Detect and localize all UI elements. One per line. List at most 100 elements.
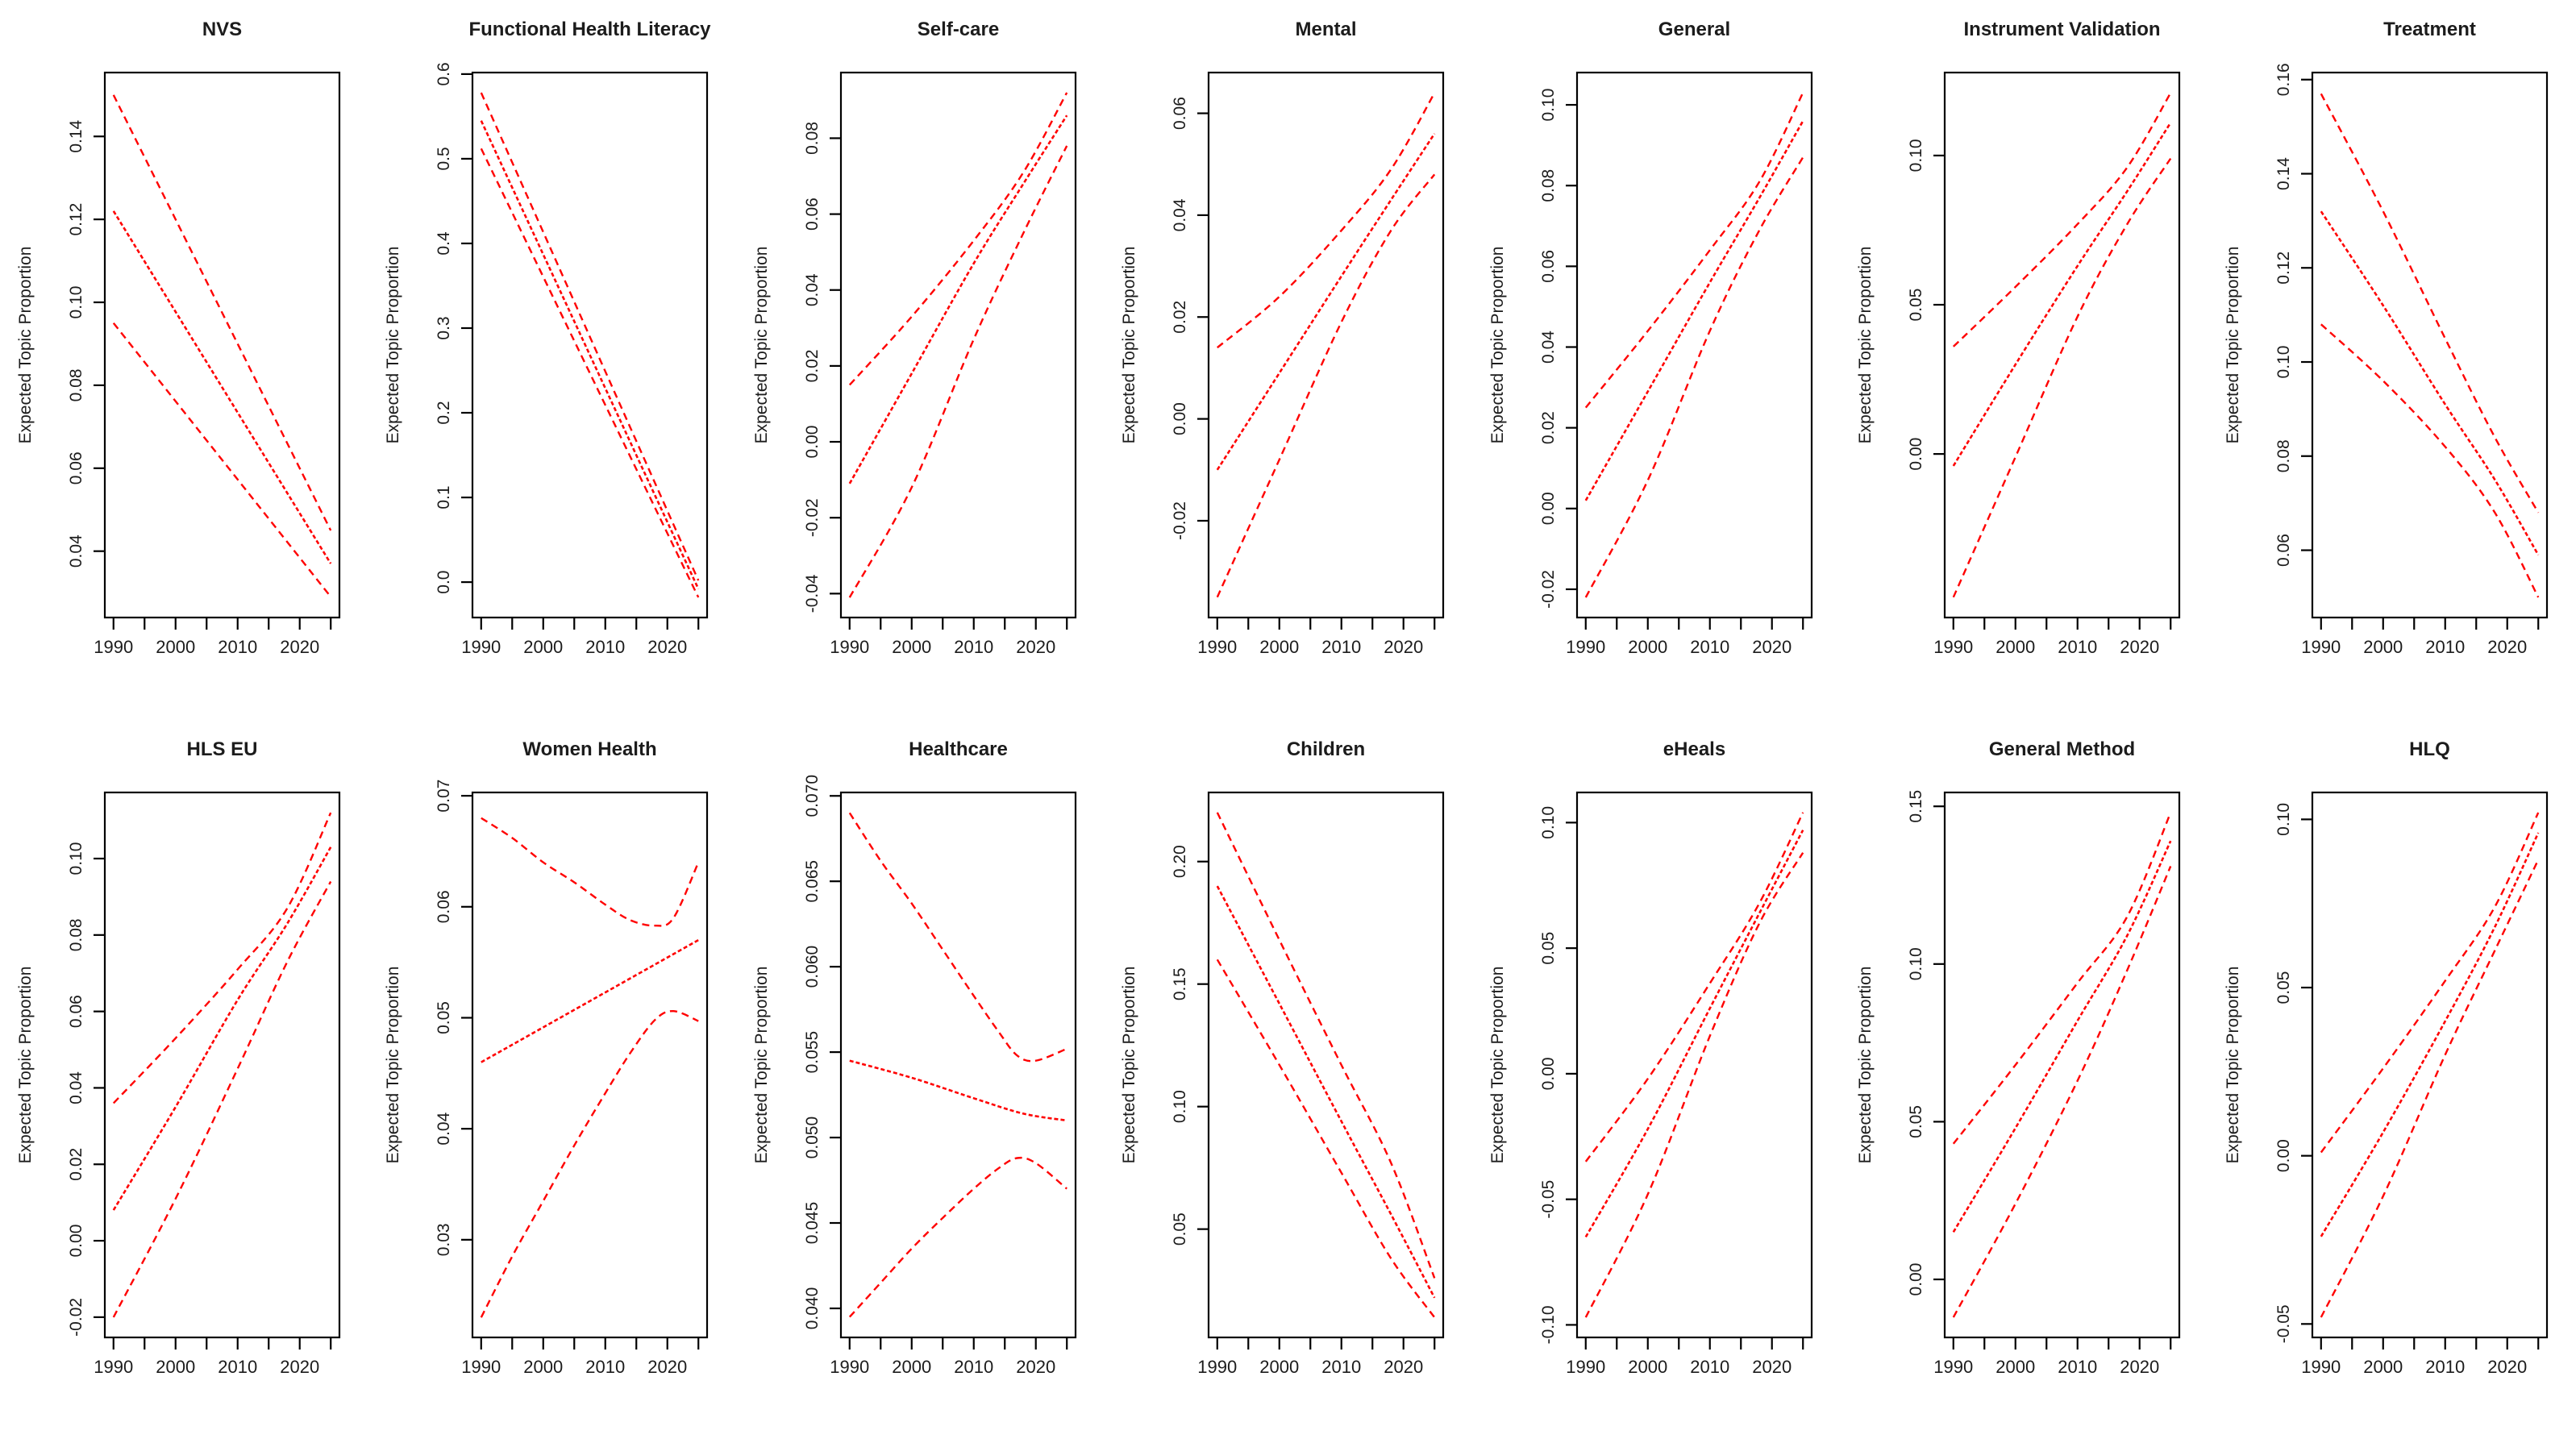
chart-panel-nvs: NVS Expected Topic Proportion 1990 2000 2010… bbox=[0, 0, 368, 720]
x-tick-label: 2020 bbox=[1752, 637, 1792, 657]
y-tick-label: -0.02 bbox=[1171, 501, 1189, 540]
y-axis-title: Expected Topic Proportion bbox=[384, 966, 402, 1163]
series-ci-lower-line bbox=[1216, 173, 1436, 598]
y-tick-label: 0.045 bbox=[803, 1201, 822, 1244]
x-tick-label: 2000 bbox=[2364, 637, 2403, 657]
series-estimate-line bbox=[481, 120, 700, 590]
chart-svg-hlq: HLQ Expected Topic Proportion 1990 2000 2010… bbox=[2224, 738, 2549, 1377]
x-tick-label: 2000 bbox=[1628, 637, 1667, 657]
y-tick-label: 0.10 bbox=[2274, 346, 2293, 379]
series-estimate-line bbox=[848, 114, 1068, 485]
x-tick-label: 2020 bbox=[2120, 637, 2159, 657]
x-tick-label: 2010 bbox=[586, 1357, 626, 1377]
y-axis-title: Expected Topic Proportion bbox=[384, 247, 402, 444]
y-tick-label: 0.04 bbox=[1539, 331, 1558, 364]
series-ci-upper-line bbox=[481, 817, 700, 927]
plot-box bbox=[2312, 71, 2549, 619]
chart-svg-hls-eu: HLS EU Expected Topic Proportion 1990 2000 2… bbox=[16, 738, 341, 1377]
x-tick-label: 2010 bbox=[218, 637, 257, 657]
y-tick-label: -0.04 bbox=[803, 574, 822, 613]
y-tick-label: 0.12 bbox=[67, 203, 85, 236]
chart-title: General Method bbox=[1989, 738, 2135, 760]
y-axis-title: Expected Topic Proportion bbox=[752, 966, 771, 1163]
y-axis-title: Expected Topic Proportion bbox=[2224, 247, 2242, 444]
x-tick-label: 2010 bbox=[954, 637, 993, 657]
chart-svg-instrument-validation: Instrument Validation Expected Topic Prop… bbox=[1856, 19, 2181, 657]
y-axis-title: Expected Topic Proportion bbox=[16, 247, 35, 444]
chart-title: Functional Health Literacy bbox=[469, 19, 712, 40]
y-tick-label: 0.10 bbox=[1171, 1090, 1189, 1123]
y-tick-label: -0.05 bbox=[2274, 1304, 2293, 1343]
x-tick-label: 1990 bbox=[2302, 1357, 2341, 1377]
chart-panel-hlq: HLQ Expected Topic Proportion 1990 2000 2010… bbox=[2208, 720, 2575, 1439]
plot-box bbox=[1943, 71, 2181, 619]
series-estimate-line bbox=[112, 846, 332, 1211]
y-tick-label: 0.5 bbox=[435, 147, 453, 170]
series-ci-upper-line bbox=[1217, 92, 1436, 349]
series-ci-lower-line bbox=[848, 145, 1068, 598]
series-ci-upper-line bbox=[1584, 811, 1804, 1162]
x-tick-label: 2000 bbox=[892, 1357, 931, 1377]
series-ci-upper-line bbox=[1952, 812, 2172, 1145]
chart-svg-treatment: Treatment Expected Topic Proportion 1990 20… bbox=[2224, 19, 2549, 657]
series-ci-upper-line bbox=[848, 92, 1068, 386]
y-tick-label: 0.06 bbox=[435, 890, 453, 923]
chart-svg-children: Children Expected Topic Proportion 1990 200… bbox=[1120, 738, 1445, 1377]
y-tick-label: 0.10 bbox=[67, 286, 85, 319]
series-estimate-line bbox=[481, 938, 700, 1063]
series-ci-upper-line bbox=[112, 812, 332, 1104]
chart-panel-general: General Expected Topic Proportion 1990 2000… bbox=[1472, 0, 1840, 720]
y-tick-label: 0.08 bbox=[1539, 169, 1558, 202]
x-tick-label: 2020 bbox=[1752, 1357, 1792, 1377]
plot-box bbox=[2312, 791, 2549, 1338]
x-tick-label: 2000 bbox=[1628, 1357, 1667, 1377]
y-tick-label: 0.065 bbox=[803, 859, 822, 902]
chart-svg-self-care: Self-care Expected Topic Proportion 1990 20… bbox=[752, 19, 1076, 657]
chart-title: NVS bbox=[202, 19, 242, 40]
x-tick-label: 2010 bbox=[1321, 637, 1361, 657]
y-tick-label: 0.07 bbox=[435, 779, 453, 812]
y-tick-label: 0.06 bbox=[1171, 97, 1189, 130]
series-ci-lower-line bbox=[1584, 156, 1804, 598]
y-tick-label: 0.06 bbox=[67, 451, 85, 485]
chart-panel-general-method: General Method Expected Topic Proportion 1… bbox=[1840, 720, 2208, 1439]
y-tick-label: 0.05 bbox=[1539, 931, 1558, 964]
plot-box bbox=[1208, 791, 1445, 1338]
y-tick-label: 0.15 bbox=[1907, 789, 1925, 822]
chart-svg-healthcare: Healthcare Expected Topic Proportion 1990 2… bbox=[752, 738, 1076, 1377]
y-tick-label: 0.00 bbox=[1539, 492, 1558, 525]
y-tick-label: 0.05 bbox=[435, 1001, 453, 1034]
chart-svg-nvs: NVS Expected Topic Proportion 1990 2000 2010… bbox=[16, 19, 341, 657]
y-tick-label: 0.0 bbox=[435, 570, 453, 593]
chart-title: Children bbox=[1287, 738, 1365, 760]
y-tick-label: 0.10 bbox=[67, 842, 85, 875]
x-tick-label: 2010 bbox=[954, 1357, 993, 1377]
y-tick-label: 0.03 bbox=[435, 1223, 453, 1256]
x-tick-label: 2020 bbox=[280, 1357, 319, 1377]
x-tick-label: 1990 bbox=[462, 637, 501, 657]
plot-box bbox=[1943, 791, 2181, 1338]
chart-title: Treatment bbox=[2383, 19, 2476, 40]
series-ci-lower-line bbox=[1584, 851, 1804, 1318]
y-tick-label: 0.00 bbox=[67, 1224, 85, 1257]
x-tick-label: 2000 bbox=[1995, 1357, 2035, 1377]
x-tick-label: 2000 bbox=[892, 637, 931, 657]
y-tick-label: 0.14 bbox=[67, 119, 85, 152]
x-tick-label: 2010 bbox=[218, 1357, 257, 1377]
chart-svg-eheals: eHeals Expected Topic Proportion 1990 2000 2… bbox=[1488, 738, 1812, 1377]
y-tick-label: 0.4 bbox=[435, 231, 453, 256]
chart-panel-treatment: Treatment Expected Topic Proportion 1990 20… bbox=[2208, 0, 2575, 720]
y-tick-label: 0.070 bbox=[803, 774, 822, 817]
x-tick-label: 2020 bbox=[1384, 637, 1423, 657]
chart-panel-mental: Mental Expected Topic Proportion 1990 2000 2… bbox=[1104, 0, 1471, 720]
x-tick-label: 2000 bbox=[156, 1357, 195, 1377]
y-tick-label: 0.00 bbox=[1907, 438, 1925, 471]
x-tick-label: 2010 bbox=[586, 637, 626, 657]
y-axis-title: Expected Topic Proportion bbox=[752, 247, 771, 444]
y-tick-label: -0.05 bbox=[1539, 1179, 1558, 1218]
x-tick-label: 2020 bbox=[1016, 637, 1055, 657]
y-tick-label: 0.055 bbox=[803, 1030, 822, 1073]
y-axis-title: Expected Topic Proportion bbox=[1488, 966, 1507, 1163]
chart-title: Self-care bbox=[918, 19, 999, 40]
y-tick-label: 0.04 bbox=[67, 534, 85, 568]
